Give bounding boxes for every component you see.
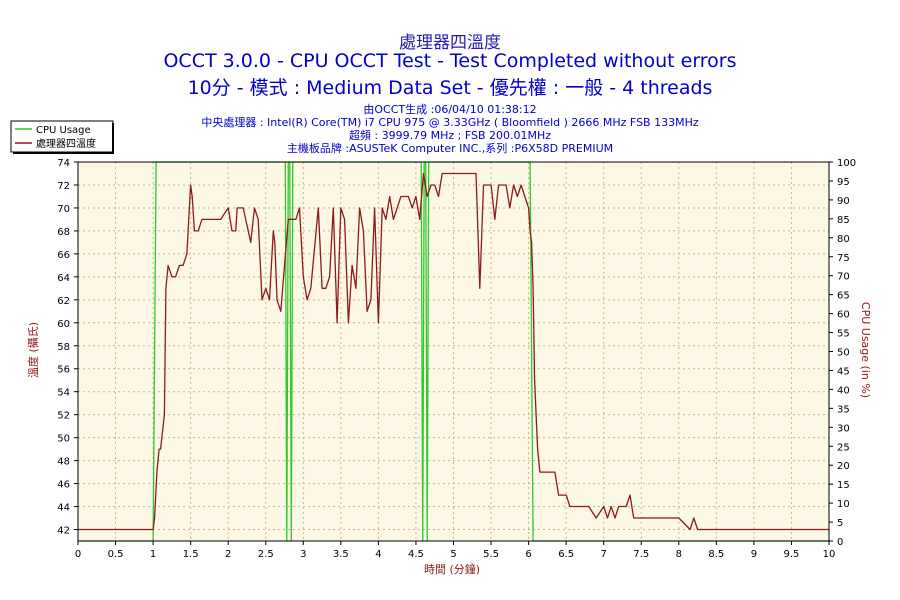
y-tick-label: 62 — [57, 296, 70, 307]
y-tick-label: 58 — [57, 342, 70, 353]
y2-tick-label: 40 — [837, 385, 850, 396]
x-tick-label: 6.5 — [558, 549, 574, 560]
y2-tick-label: 55 — [837, 329, 850, 340]
x-tick-label: 1.5 — [183, 549, 199, 560]
plot-frame — [77, 161, 830, 542]
y2-tick-label: 15 — [837, 480, 850, 491]
y2-tick-label: 95 — [837, 177, 850, 188]
x-axis-label: 時間 (分鐘) — [424, 562, 480, 576]
x-tick-label: 5 — [450, 549, 456, 560]
x-tick-label: 9.5 — [783, 549, 799, 560]
x-tick-label: 8 — [676, 549, 682, 560]
y2-tick-label: 25 — [837, 442, 850, 453]
x-tick-label: 7 — [601, 549, 607, 560]
y-tick-label: 46 — [57, 480, 70, 491]
y-tick-label: 64 — [57, 273, 70, 284]
y2-tick-label: 30 — [837, 423, 850, 434]
y-tick-label: 54 — [57, 388, 70, 399]
y2-tick-label: 35 — [837, 404, 850, 415]
x-tick-label: 7.5 — [633, 549, 649, 560]
info-generated: 由OCCT生成 :06/04/10 01:38:12 — [363, 103, 537, 116]
legend-label-temperature: 處理器四溫度 — [36, 137, 96, 150]
y-tick-label: 56 — [57, 365, 70, 376]
x-tick-label: 4.5 — [408, 549, 424, 560]
info-overclock: 超頻 : 3999.79 MHz ; FSB 200.01MHz — [348, 129, 552, 142]
info-cpu: 中央處理器 : Intel(R) Core(TM) i7 CPU 975 @ 3… — [201, 116, 699, 129]
x-tick-label: 2 — [225, 549, 231, 560]
y-tick-label: 44 — [57, 503, 70, 514]
y-axis-right: 0 5 10 15 20 25 30 35 40 45 50 55 60 65 70 75 80 85 90 95 10… — [829, 158, 856, 548]
x-tick-label: 5.5 — [483, 549, 499, 560]
x-tick-label: 3 — [300, 549, 306, 560]
x-tick-label: 8.5 — [708, 549, 724, 560]
y2-tick-label: 65 — [837, 291, 850, 302]
x-tick-label: 2.5 — [258, 549, 274, 560]
y2-tick-label: 0 — [837, 537, 843, 548]
y-tick-label: 68 — [57, 227, 70, 238]
x-tick-label: 1 — [150, 549, 156, 560]
y-tick-label: 60 — [57, 319, 70, 330]
x-tick-label: 0.5 — [108, 549, 124, 560]
y2-axis-label: CPU Usage (in %) — [859, 302, 872, 398]
series-line-temperature — [78, 172, 829, 531]
x-axis: 0 0.5 1 1.5 2 2.5 3 3.5 4 4.5 5 5.5 6 6.5 7 7.5 8 8.5 9 9.5… — [75, 541, 836, 560]
x-tick-label: 3.5 — [333, 549, 349, 560]
y-axis-label: 溫度 (攝氏) — [26, 322, 40, 378]
y2-tick-label: 70 — [837, 272, 850, 283]
y2-tick-label: 80 — [837, 234, 850, 245]
y-tick-label: 42 — [57, 526, 70, 537]
y2-tick-label: 45 — [837, 366, 850, 377]
x-tick-label: 0 — [75, 549, 81, 560]
y2-tick-label: 75 — [837, 253, 850, 264]
x-tick-label: 9 — [751, 549, 757, 560]
y-tick-label: 72 — [57, 181, 70, 192]
y2-tick-label: 5 — [837, 518, 843, 529]
chart-subtitle-mode: 10分 - 模式 : Medium Data Set - 優先權 : 一般 - … — [187, 77, 713, 99]
y2-tick-label: 85 — [837, 215, 850, 226]
y-axis-left: 42 44 46 48 50 52 54 56 58 60 62 64 66 68 70 72 74 — [57, 158, 78, 537]
x-tick-label: 4 — [375, 549, 381, 560]
y-tick-label: 52 — [57, 411, 70, 422]
y2-tick-label: 60 — [837, 310, 850, 321]
y2-tick-label: 100 — [837, 158, 856, 169]
x-tick-label: 6 — [525, 549, 531, 560]
y-tick-label: 66 — [57, 250, 70, 261]
legend-label-cpu-usage: CPU Usage — [36, 125, 91, 136]
y-tick-label: 70 — [57, 204, 70, 215]
y-tick-label: 74 — [57, 158, 70, 169]
legend: CPU Usage 處理器四溫度 — [10, 120, 114, 154]
y2-tick-label: 50 — [837, 348, 850, 359]
y2-tick-label: 20 — [837, 461, 850, 472]
y-tick-label: 48 — [57, 457, 70, 468]
x-tick-label: 10 — [823, 549, 836, 560]
chart-subtitle-test: OCCT 3.0.0 - CPU OCCT Test - Test Comple… — [163, 50, 737, 72]
chart-title: 處理器四溫度 — [399, 33, 501, 53]
y2-tick-label: 10 — [837, 499, 850, 510]
info-motherboard: 主機板品牌 :ASUSTeK Computer INC.,系列 :P6X58D … — [286, 142, 614, 155]
y2-tick-label: 90 — [837, 196, 850, 207]
y-tick-label: 50 — [57, 434, 70, 445]
